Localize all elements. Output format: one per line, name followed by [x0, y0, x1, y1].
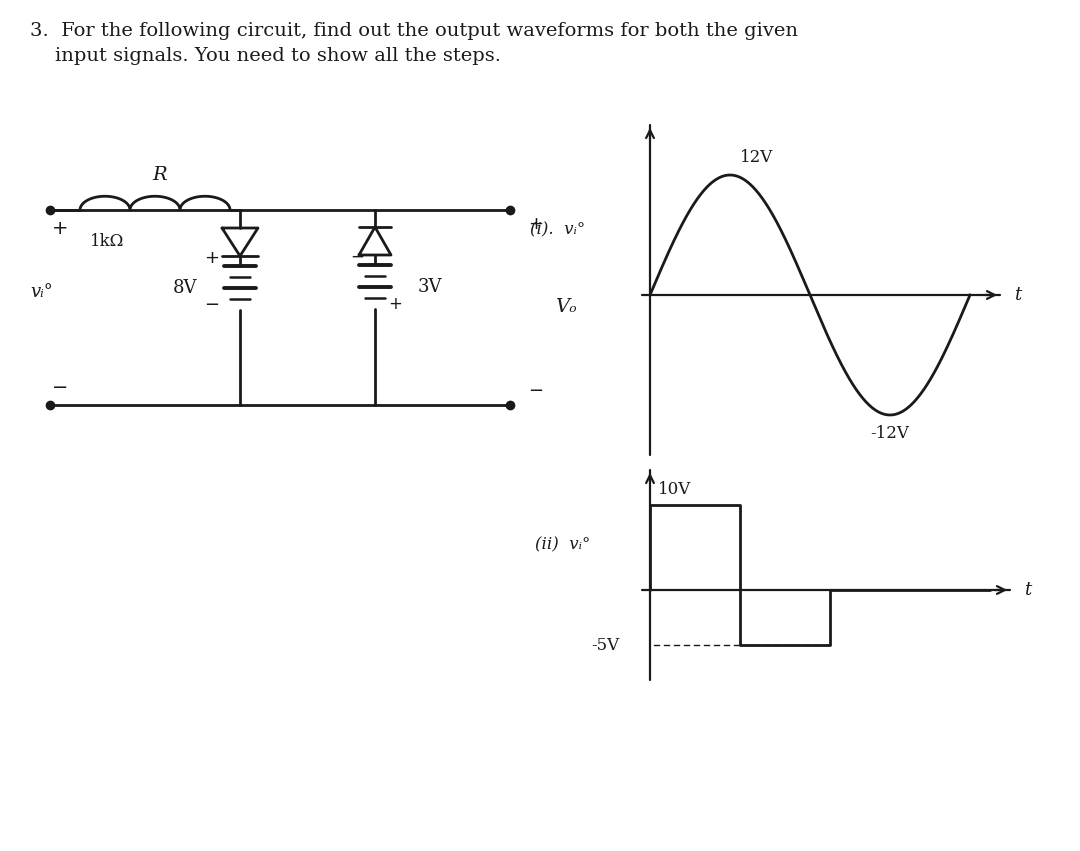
Text: +: +	[52, 219, 68, 237]
Text: (i).  vᵢ°: (i). vᵢ°	[530, 221, 585, 238]
Text: +: +	[204, 249, 219, 267]
Text: -5V: -5V	[591, 637, 619, 654]
Text: +: +	[388, 295, 402, 313]
Text: Vₒ: Vₒ	[555, 298, 577, 316]
Text: (ii)  vᵢ°: (ii) vᵢ°	[535, 536, 591, 553]
Text: vᵢ°: vᵢ°	[30, 283, 53, 301]
Text: input signals. You need to show all the steps.: input signals. You need to show all the …	[30, 47, 501, 65]
Text: +: +	[528, 215, 543, 233]
Text: t: t	[1014, 286, 1022, 304]
Text: t: t	[1024, 581, 1031, 599]
Text: 3.  For the following circuit, find out the output waveforms for both the given: 3. For the following circuit, find out t…	[30, 22, 798, 40]
Text: 12V: 12V	[740, 149, 773, 165]
Text: R: R	[152, 166, 167, 184]
Text: −: −	[204, 296, 219, 314]
Text: −: −	[52, 378, 68, 397]
Text: 3V: 3V	[418, 278, 442, 296]
Text: −: −	[350, 248, 364, 266]
Text: -12V: -12V	[870, 425, 909, 442]
Text: 10V: 10V	[658, 481, 691, 498]
Text: 8V: 8V	[173, 279, 198, 297]
Text: 1kΩ: 1kΩ	[90, 233, 124, 250]
Text: −: −	[528, 382, 543, 400]
